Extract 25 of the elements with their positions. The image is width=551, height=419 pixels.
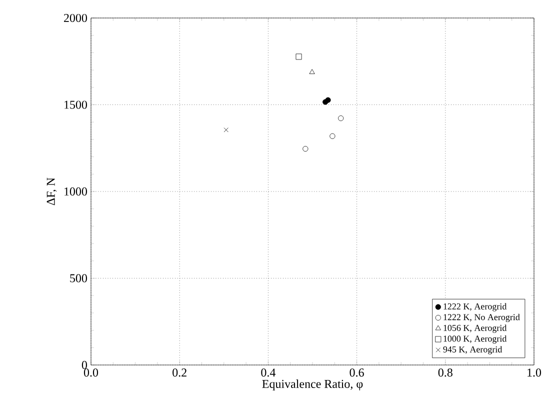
point (338, 115, 344, 122)
y-tick-label: 0 (82, 360, 88, 370)
x-tick-label: 0.4 (261, 368, 276, 377)
point (302, 146, 308, 152)
x-tick-label: 0.6 (350, 368, 364, 377)
point (296, 54, 302, 60)
point (309, 69, 315, 74)
point (330, 133, 336, 139)
y-tick-label: 1500 (64, 100, 88, 109)
legend-label: 1056 K, Aerogrid (444, 324, 507, 333)
y-tick-label: 1000 (64, 187, 88, 196)
legend-label: 1000 K, Aerogrid (444, 335, 507, 344)
x-tick-label: 0.8 (438, 368, 452, 377)
y-tick-label: 2000 (64, 14, 88, 22)
x-tick-label: 1.0 (528, 368, 542, 377)
legend-label: 945 K, Aerogrid (443, 346, 502, 354)
x-tick-label: 0.0 (84, 368, 98, 377)
legend-label: 1222 K, No Aerogrid (444, 314, 520, 322)
x-axis-title: Equivalence Ratio, φ (262, 380, 363, 390)
point (224, 128, 228, 132)
legend-label: 1222 K, Aerogrid (444, 303, 507, 312)
y-tick-label: 500 (70, 274, 88, 282)
x-tick-label: 0.2 (172, 368, 186, 377)
y-axis-title: ΔF, N (46, 178, 57, 206)
point (325, 97, 331, 103)
